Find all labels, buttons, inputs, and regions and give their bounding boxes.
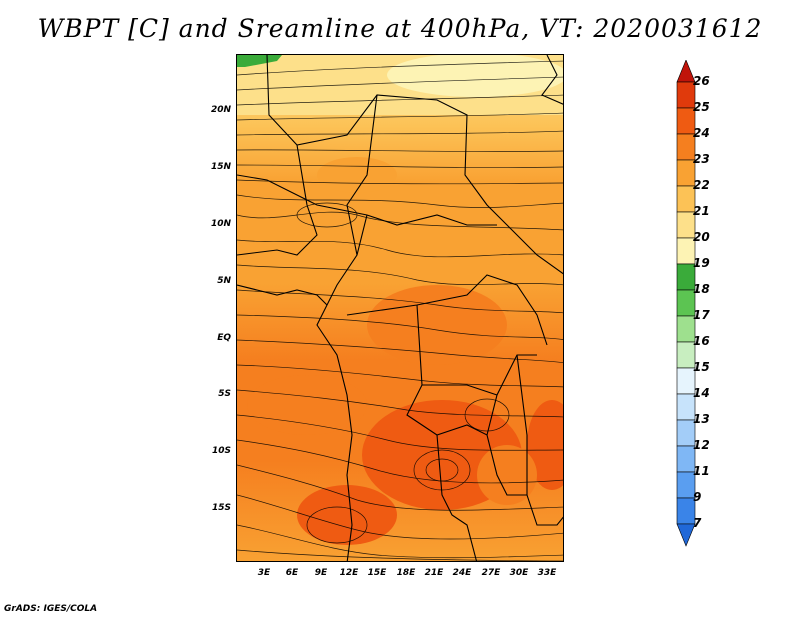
- colorbar-label: 12: [693, 438, 710, 452]
- colorbar-label: 11: [693, 464, 710, 478]
- colorbar-label: 19: [693, 256, 710, 270]
- lon-label: 18E: [396, 568, 416, 578]
- lat-label: 10N: [210, 219, 231, 229]
- wbpt-field: [237, 55, 563, 561]
- colorbar-label: 9: [693, 490, 702, 504]
- lat-label: EQ: [217, 333, 231, 343]
- map-title: WBPT [C] and Sreamline at 400hPa, VT: 20…: [37, 14, 763, 43]
- colorbar-label: 17: [693, 308, 710, 322]
- lon-label: 24E: [452, 568, 472, 578]
- footer-credit: GrADS: IGES/COLA: [4, 604, 98, 614]
- lon-label: 3E: [257, 568, 271, 578]
- lat-label: 10S: [211, 446, 231, 456]
- colorbar-label: 14: [693, 386, 710, 400]
- colorbar-label: 23: [693, 152, 710, 166]
- lat-label: 5S: [218, 389, 231, 399]
- colorbar-label: 16: [693, 334, 710, 348]
- lon-label: 12E: [339, 568, 359, 578]
- colorbar-label: 7: [693, 516, 702, 530]
- colorbar-label: 25: [693, 100, 710, 114]
- colorbar-lower-arrow: [676, 523, 696, 547]
- colorbar-label: 18: [693, 282, 710, 296]
- lat-label: 15S: [211, 503, 231, 513]
- lon-label: 33E: [537, 568, 557, 578]
- lat-label: 20N: [210, 105, 231, 115]
- lon-label: 6E: [285, 568, 299, 578]
- colorbar-label: 20: [693, 230, 710, 244]
- lon-label: 21E: [424, 568, 444, 578]
- colorbar: [676, 60, 696, 547]
- map-panel: [236, 54, 564, 562]
- colorbar-label: 13: [693, 412, 710, 426]
- colorbar-label: 21: [693, 204, 710, 218]
- lat-label: 15N: [210, 162, 231, 172]
- lon-label: 30E: [509, 568, 529, 578]
- lon-label: 27E: [481, 568, 501, 578]
- lon-label: 15E: [367, 568, 387, 578]
- lat-label: 5N: [217, 276, 231, 286]
- lon-label: 9E: [314, 568, 328, 578]
- colorbar-label: 15: [693, 360, 710, 374]
- colorbar-label: 24: [693, 126, 710, 140]
- colorbar-label: 22: [693, 178, 710, 192]
- colorbar-label: 26: [693, 74, 710, 88]
